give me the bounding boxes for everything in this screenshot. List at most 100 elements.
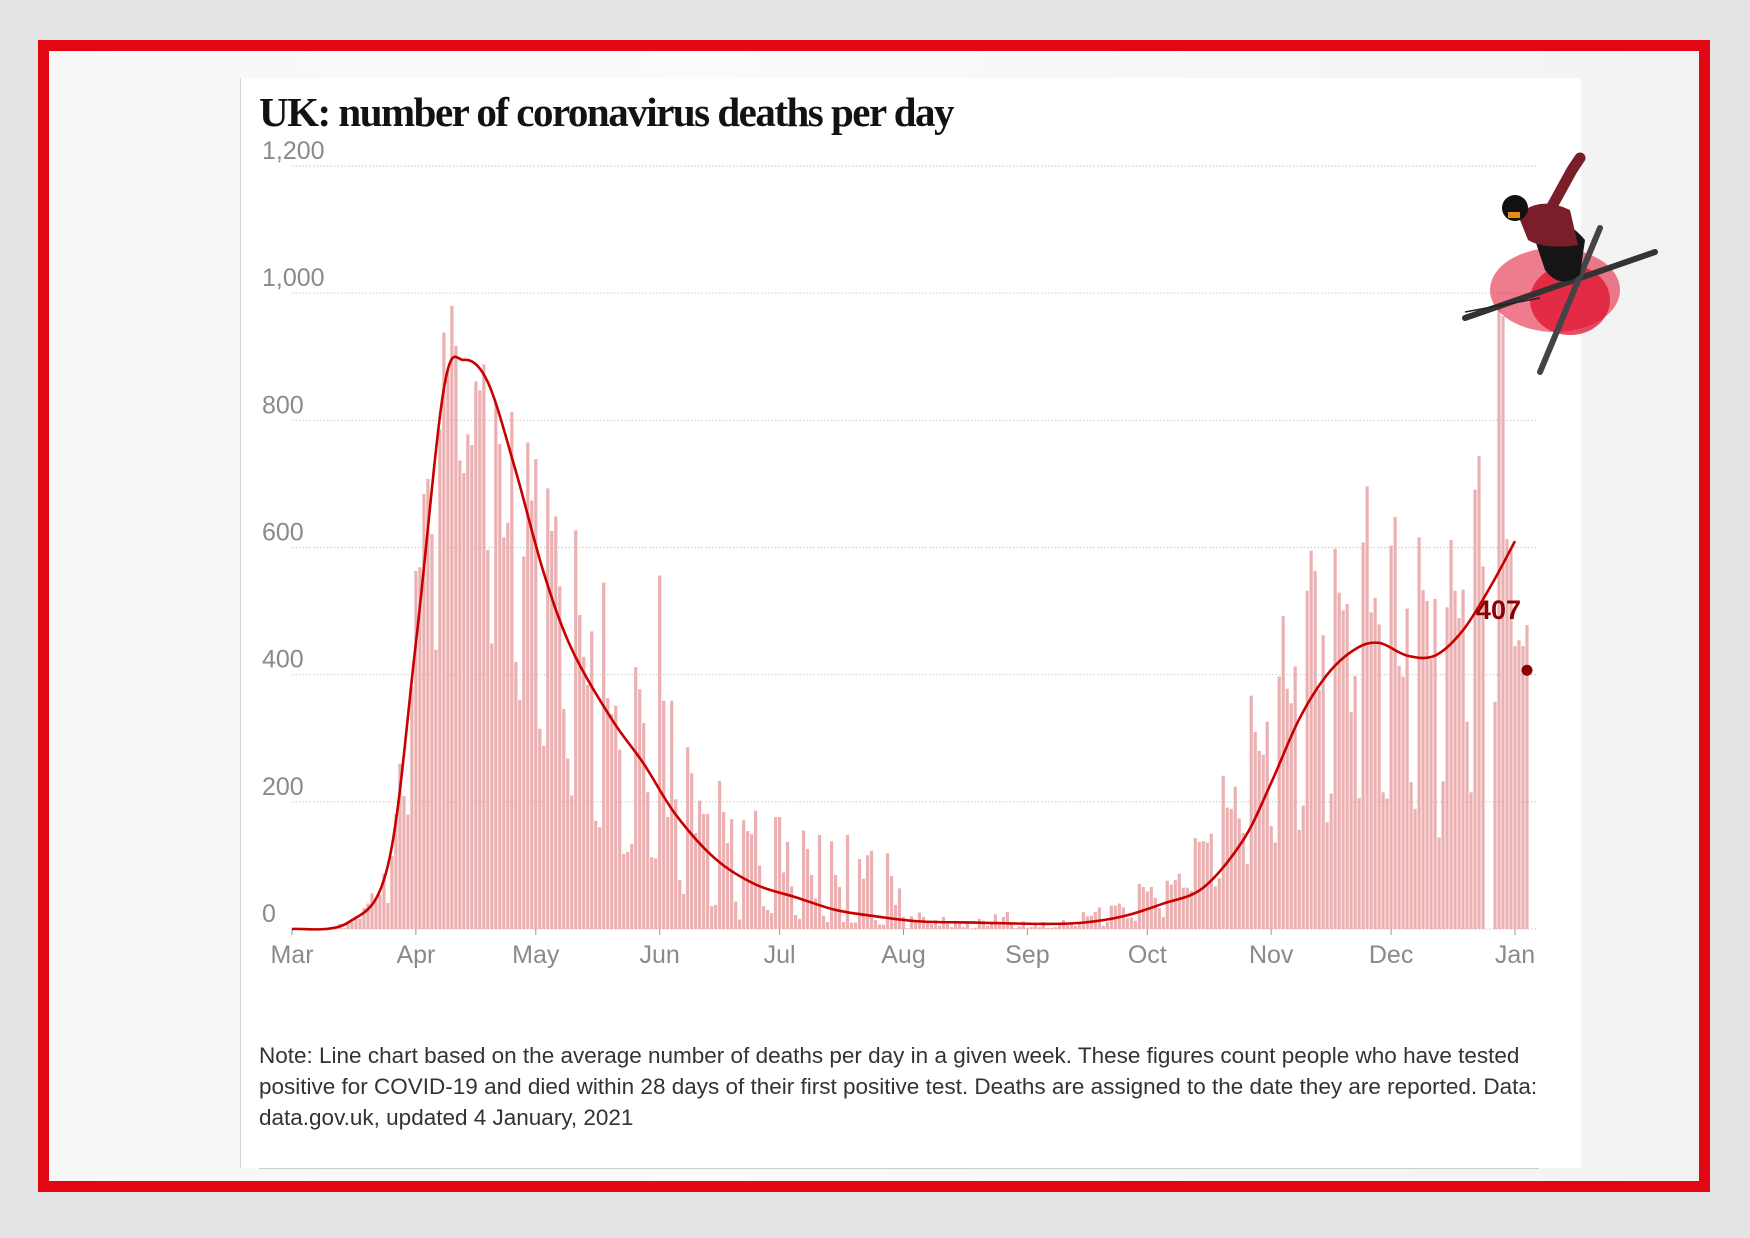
bar bbox=[718, 780, 722, 929]
bar bbox=[666, 817, 670, 929]
x-tick-label: Aug bbox=[881, 941, 925, 969]
bar bbox=[1457, 618, 1461, 929]
bar bbox=[550, 530, 554, 929]
bar bbox=[781, 872, 786, 929]
bar bbox=[522, 556, 526, 929]
x-tick-label: Jun bbox=[640, 941, 680, 969]
bar bbox=[853, 922, 858, 929]
bar bbox=[766, 909, 770, 929]
bar bbox=[698, 800, 702, 929]
bar bbox=[638, 689, 642, 929]
bar bbox=[442, 332, 446, 929]
bar bbox=[1381, 792, 1385, 929]
bar bbox=[414, 571, 418, 929]
bar bbox=[1329, 793, 1333, 929]
bar bbox=[1229, 808, 1233, 929]
bar bbox=[370, 893, 374, 929]
bar bbox=[474, 381, 478, 929]
bar bbox=[833, 874, 838, 929]
bar bbox=[1297, 829, 1301, 929]
bar bbox=[985, 925, 990, 929]
bar bbox=[993, 914, 998, 929]
bar bbox=[610, 714, 614, 929]
bar bbox=[1361, 542, 1365, 929]
bar bbox=[546, 488, 550, 929]
bar bbox=[1073, 925, 1077, 929]
bar bbox=[829, 841, 834, 929]
bar bbox=[762, 906, 766, 929]
bar bbox=[1053, 927, 1057, 929]
bar bbox=[1477, 455, 1481, 929]
bar bbox=[774, 817, 778, 929]
bar bbox=[849, 922, 854, 929]
bar bbox=[466, 434, 470, 929]
bar bbox=[518, 700, 522, 929]
bar bbox=[574, 530, 578, 929]
bar bbox=[778, 817, 782, 929]
x-tick-label: Jul bbox=[764, 941, 796, 969]
bar bbox=[1045, 927, 1049, 929]
x-tick-label: Dec bbox=[1369, 941, 1413, 969]
bar bbox=[1461, 589, 1465, 929]
bar bbox=[1425, 600, 1429, 929]
bar bbox=[1241, 832, 1245, 929]
bar bbox=[418, 567, 422, 929]
bar bbox=[881, 924, 886, 929]
bar bbox=[562, 709, 566, 929]
bar bbox=[1473, 489, 1477, 929]
bar bbox=[973, 927, 978, 929]
bar bbox=[1169, 884, 1173, 929]
bar bbox=[1333, 548, 1337, 929]
bar bbox=[1377, 624, 1381, 929]
bar bbox=[981, 920, 986, 929]
bar bbox=[901, 916, 906, 929]
bar bbox=[1481, 566, 1485, 929]
bar bbox=[865, 855, 870, 929]
bar bbox=[1385, 798, 1389, 929]
bar bbox=[1397, 665, 1401, 929]
bar bbox=[1193, 838, 1197, 929]
bar bbox=[342, 928, 346, 929]
bar bbox=[758, 865, 762, 929]
bar bbox=[909, 916, 914, 929]
bar bbox=[1009, 923, 1014, 929]
bar bbox=[945, 923, 950, 929]
bar bbox=[937, 925, 942, 929]
bar bbox=[682, 894, 686, 929]
bar bbox=[837, 887, 842, 929]
bar bbox=[1037, 927, 1041, 929]
bar bbox=[825, 922, 830, 929]
bar bbox=[1413, 808, 1417, 929]
bar bbox=[921, 916, 926, 929]
x-tick-label: Mar bbox=[270, 941, 313, 969]
bar bbox=[590, 631, 594, 929]
bar bbox=[1505, 539, 1509, 929]
bar bbox=[354, 916, 358, 929]
bar bbox=[857, 859, 862, 929]
bar bbox=[1081, 911, 1085, 929]
chart-title: UK: number of coronavirus deaths per day bbox=[259, 89, 955, 135]
bar bbox=[458, 460, 462, 929]
bar bbox=[426, 478, 430, 929]
bar bbox=[726, 843, 730, 929]
bar bbox=[486, 550, 490, 929]
bar bbox=[1177, 873, 1181, 929]
bar bbox=[1317, 689, 1321, 929]
bar bbox=[406, 814, 410, 929]
bar bbox=[1005, 911, 1010, 929]
bar bbox=[885, 853, 890, 929]
x-tick-label: Apr bbox=[396, 941, 435, 969]
bar bbox=[897, 888, 902, 929]
bar bbox=[1325, 822, 1329, 929]
bar bbox=[1109, 905, 1113, 929]
bar bbox=[957, 922, 962, 929]
bar bbox=[662, 700, 666, 929]
bar bbox=[626, 852, 630, 929]
bar bbox=[861, 878, 866, 929]
bar bbox=[686, 747, 690, 929]
bar bbox=[1525, 625, 1529, 929]
bar bbox=[1341, 610, 1345, 929]
bar bbox=[1121, 907, 1125, 929]
bar bbox=[582, 656, 586, 929]
